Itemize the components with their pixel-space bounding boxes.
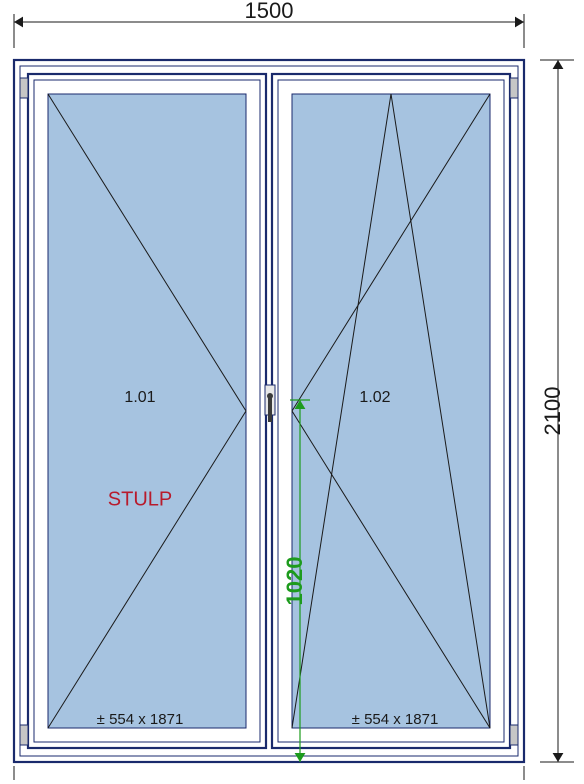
dim-width-label: 1500 — [245, 0, 294, 23]
dim-height-label: 2100 — [540, 387, 565, 436]
dim-width: 1500 — [14, 0, 524, 48]
dim-height: 2100 — [540, 60, 574, 762]
left-sash — [28, 74, 266, 748]
dim-handle-height-label: 1020 — [282, 557, 307, 606]
right-sash — [272, 74, 510, 748]
glass-size-left: ± 554 x 1871 — [97, 711, 184, 728]
bottom-ticks — [14, 766, 524, 780]
stulp-label: STULP — [108, 488, 172, 510]
glass-size-right: ± 554 x 1871 — [352, 711, 439, 728]
sash-id-left: 1.01 — [124, 389, 155, 406]
sash-id-right: 1.02 — [359, 389, 390, 406]
